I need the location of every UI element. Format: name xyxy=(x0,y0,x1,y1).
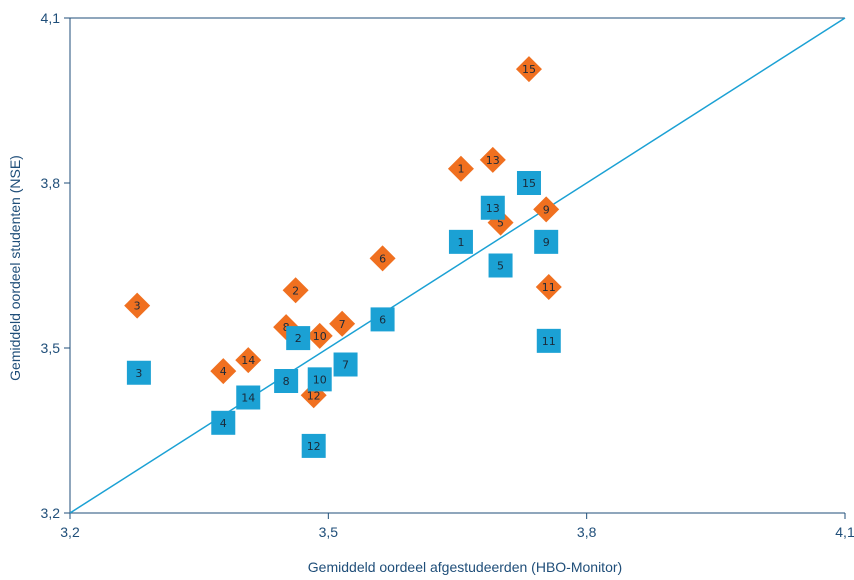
square-point-4 xyxy=(211,410,236,435)
point-label-7: 7 xyxy=(339,318,346,331)
point-label-8: 8 xyxy=(283,375,290,388)
point-label-6: 6 xyxy=(379,313,386,326)
x-axis-title: Gemiddeld oordeel afgestudeerden (HBO-Mo… xyxy=(308,559,622,575)
diamond-point-7 xyxy=(329,310,356,337)
square-point-3 xyxy=(126,360,151,385)
x-tick-label: 3,2 xyxy=(60,524,80,540)
y-tick-label: 3,2 xyxy=(41,505,61,521)
square-point-8 xyxy=(274,369,299,393)
x-tick-label: 4,1 xyxy=(835,524,854,540)
square-point-6 xyxy=(370,307,395,332)
diamond-point-3 xyxy=(124,292,151,319)
y-tick-label: 4,1 xyxy=(41,10,61,26)
point-label-6: 6 xyxy=(379,252,386,265)
diamond-point-13 xyxy=(479,146,506,173)
diamond-point-11 xyxy=(535,273,562,300)
point-label-15: 15 xyxy=(522,177,536,190)
x-tick-label: 3,8 xyxy=(577,524,597,540)
point-label-10: 10 xyxy=(313,373,327,386)
diamond-point-1 xyxy=(447,155,474,182)
point-label-15: 15 xyxy=(522,63,536,76)
point-label-13: 13 xyxy=(486,202,500,215)
point-label-14: 14 xyxy=(241,354,255,367)
point-label-7: 7 xyxy=(342,359,349,372)
square-point-13 xyxy=(480,195,505,220)
point-label-2: 2 xyxy=(292,284,299,297)
diamond-point-10 xyxy=(306,322,333,349)
point-label-11: 11 xyxy=(542,335,556,348)
y-tick-label: 3,5 xyxy=(41,340,61,356)
axes xyxy=(69,17,845,514)
point-label-8: 8 xyxy=(283,321,290,334)
point-label-12: 12 xyxy=(307,389,321,402)
point-label-2: 2 xyxy=(295,332,302,345)
square-point-7 xyxy=(333,352,358,377)
point-label-14: 14 xyxy=(241,392,255,405)
diamond-point-4 xyxy=(210,358,237,385)
point-label-1: 1 xyxy=(457,236,464,249)
point-label-9: 9 xyxy=(543,203,550,216)
square-point-9 xyxy=(534,229,559,254)
reference-diagonal-line xyxy=(69,17,846,514)
point-label-10: 10 xyxy=(313,330,327,343)
square-point-1 xyxy=(448,229,473,254)
data-markers: 1234567891011121314151234567891011121314… xyxy=(124,56,562,458)
diamond-point-14 xyxy=(235,347,262,374)
square-point-2 xyxy=(286,326,311,351)
diamond-point-6 xyxy=(369,245,396,272)
point-label-3: 3 xyxy=(134,300,141,313)
point-label-5: 5 xyxy=(497,260,504,273)
point-label-13: 13 xyxy=(486,154,500,167)
square-point-15 xyxy=(516,171,541,195)
point-label-5: 5 xyxy=(497,217,504,230)
square-point-10 xyxy=(307,367,332,392)
x-ticks: 3,2 3,5 3,8 4,1 xyxy=(60,513,854,540)
square-point-5 xyxy=(488,253,513,278)
point-label-11: 11 xyxy=(542,281,556,294)
diamond-point-2 xyxy=(282,277,309,304)
diamond-point-15 xyxy=(515,56,542,83)
point-label-3: 3 xyxy=(135,367,142,380)
point-label-1: 1 xyxy=(457,163,464,176)
point-label-4: 4 xyxy=(220,365,227,378)
x-tick-label: 3,5 xyxy=(319,524,339,540)
point-label-4: 4 xyxy=(220,417,227,430)
point-label-9: 9 xyxy=(543,236,550,249)
square-point-11 xyxy=(536,328,561,353)
diamond-point-9 xyxy=(533,196,560,223)
point-label-12: 12 xyxy=(307,440,321,453)
square-point-14 xyxy=(236,385,261,410)
square-point-12 xyxy=(301,433,326,458)
y-tick-label: 3,8 xyxy=(41,175,61,191)
y-axis-title: Gemiddeld oordeel studenten (NSE) xyxy=(7,155,23,381)
y-ticks: 3,2 3,5 3,8 4,1 xyxy=(41,10,70,521)
